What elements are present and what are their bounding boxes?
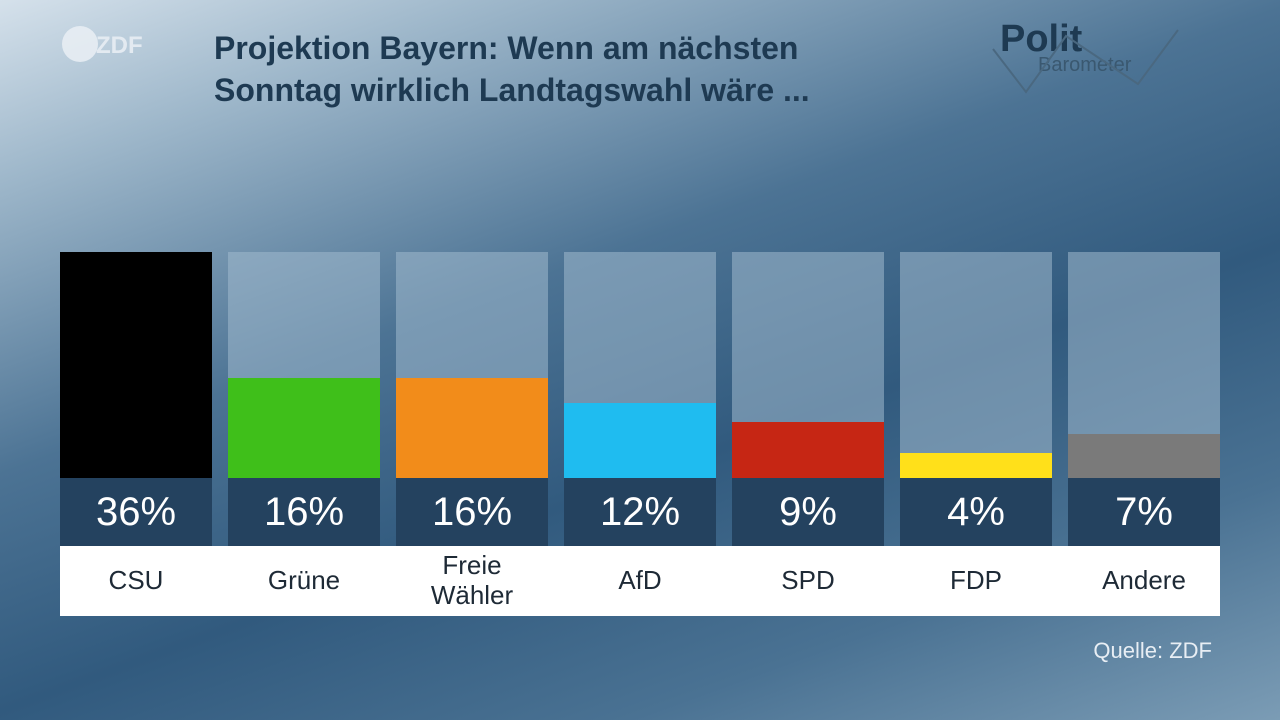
party-label: Grüne [228, 546, 380, 616]
value-label: 12% [564, 478, 716, 546]
party-label: FDP [900, 546, 1052, 616]
party-column: 16%Freie Wähler [396, 252, 548, 616]
svg-text:ZDF: ZDF [96, 32, 143, 59]
party-column: 7%Andere [1068, 252, 1220, 616]
party-column: 12%AfD [564, 252, 716, 616]
politbarometer-brand: Polit Barometer [1000, 20, 1200, 77]
party-column: 9%SPD [732, 252, 884, 616]
party-column: 36%CSU [60, 252, 212, 616]
value-label: 36% [60, 478, 212, 546]
party-label: CSU [60, 546, 212, 616]
bar-background [732, 252, 884, 478]
value-label: 16% [228, 478, 380, 546]
party-column: 16%Grüne [228, 252, 380, 616]
value-label: 4% [900, 478, 1052, 546]
value-label: 7% [1068, 478, 1220, 546]
bar-fill [60, 252, 212, 478]
bar-fill [228, 378, 380, 478]
bar-fill [564, 403, 716, 478]
value-label: 9% [732, 478, 884, 546]
value-label: 16% [396, 478, 548, 546]
bar-fill [396, 378, 548, 478]
bar-background [900, 252, 1052, 478]
chart-title: Projektion Bayern: Wenn am nächsten Sonn… [214, 28, 934, 111]
bar-fill [900, 453, 1052, 478]
bar-background [1068, 252, 1220, 478]
bar-fill [732, 422, 884, 479]
bar-background [60, 252, 212, 478]
party-label: Andere [1068, 546, 1220, 616]
party-column: 4%FDP [900, 252, 1052, 616]
source-credit: Quelle: ZDF [1093, 638, 1212, 664]
bar-background [564, 252, 716, 478]
bar-background [228, 252, 380, 478]
bar-fill [1068, 434, 1220, 478]
zdf-logo: ZDF [60, 24, 148, 64]
party-label: AfD [564, 546, 716, 616]
party-label: SPD [732, 546, 884, 616]
bar-background [396, 252, 548, 478]
poll-bar-chart: 36%CSU16%Grüne16%Freie Wähler12%AfD9%SPD… [60, 252, 1220, 616]
party-label: Freie Wähler [396, 546, 548, 616]
